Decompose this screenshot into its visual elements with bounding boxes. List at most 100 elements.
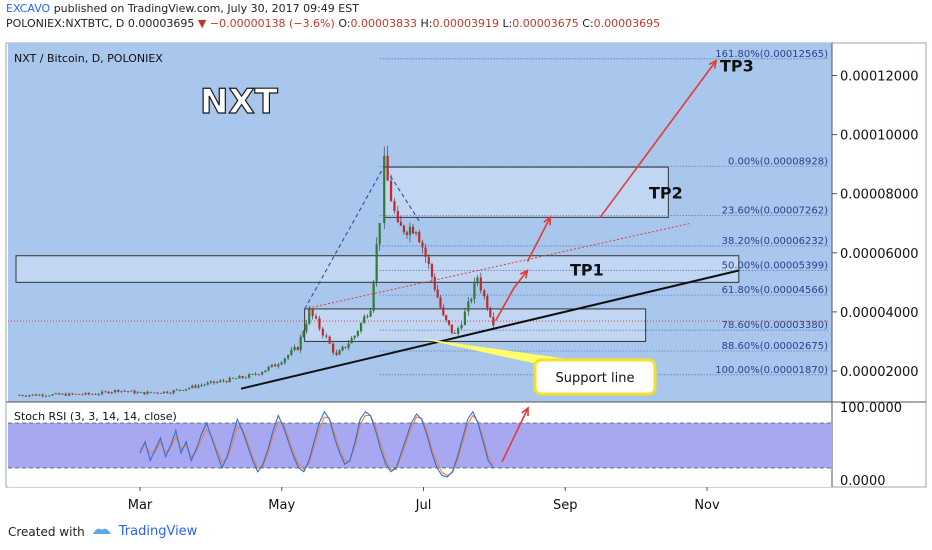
red-arrow-2 (599, 60, 717, 218)
close-label: C: (582, 17, 594, 30)
candle-body (77, 393, 81, 395)
candle-body (383, 155, 386, 223)
candle-body (191, 385, 194, 388)
candle-body (235, 378, 238, 380)
high-label: H: (420, 17, 433, 30)
candle-body (442, 307, 445, 316)
candle-body (104, 391, 107, 393)
candle-body (251, 373, 254, 375)
candle-body (91, 394, 94, 395)
candles (18, 145, 495, 398)
candle-body (350, 338, 353, 344)
candle-body (325, 335, 328, 337)
candle-body (299, 336, 302, 351)
candle-body (206, 382, 209, 385)
price-tick-label-4: 0.00004000 (840, 306, 919, 321)
red-arrow-head-0 (519, 269, 529, 279)
candle-body (228, 377, 231, 383)
fib-label-8: 100.00%(0.00001870) (715, 365, 828, 376)
candle-body (212, 381, 216, 383)
high-value: 0.00003919 (432, 17, 499, 30)
candle-body (34, 394, 38, 396)
candle-body (378, 222, 381, 245)
candle-body (51, 394, 54, 396)
fib-label-2: 23.60%(0.00007262) (722, 205, 828, 216)
fib-label-0: 161.80%(0.00012565) (715, 49, 828, 60)
stoch-k-line (139, 410, 494, 478)
time-tick-label-0: Mar (128, 498, 153, 513)
footer: Created with TradingView (8, 524, 197, 539)
candle-body (290, 349, 293, 355)
zone-box-2 (304, 308, 647, 342)
candle-body (159, 393, 162, 394)
candle-body (489, 309, 492, 317)
candle-body (143, 392, 146, 395)
main-pane-background (8, 43, 832, 402)
candle-body (136, 392, 139, 394)
price-tick-label-1: 0.00010000 (840, 129, 919, 144)
candle-body (139, 392, 143, 393)
candle-body (386, 155, 389, 181)
candle-body (463, 311, 467, 325)
candle-body (162, 391, 166, 394)
candle-body (270, 364, 273, 367)
candle-body (338, 350, 341, 355)
candle-body (359, 323, 363, 332)
red-arrow-head-2 (708, 59, 718, 69)
stoch-red-arrow-head (521, 406, 529, 417)
candle-body (396, 211, 399, 222)
candle-body (28, 395, 31, 397)
footer-tradingview[interactable]: TradingView (118, 524, 198, 539)
candle-body (261, 372, 264, 375)
candle-body (18, 395, 21, 396)
red-arrow-head-1 (543, 215, 552, 226)
candle-body (44, 395, 47, 397)
candle-body (71, 393, 74, 395)
candle-body (231, 377, 235, 379)
candle-body (411, 226, 415, 234)
time-tick-label-2: Jul (415, 498, 432, 513)
stoch-tick-100: 100.0000 (840, 401, 902, 416)
fib-label-5: 61.80%(0.00004566) (722, 285, 828, 296)
change-arrow-icon: ▼ (197, 17, 207, 30)
candle-body (305, 323, 308, 332)
close-value: 0.00003695 (593, 17, 661, 30)
candle-body (74, 393, 77, 395)
candle-body (427, 256, 430, 265)
candle-body (64, 393, 67, 396)
target-label-tp2: TP2 (649, 184, 683, 203)
stoch-tick-0: 0.0000 (840, 474, 886, 489)
publish-line: EXCAVO published on TradingView.com, Jul… (6, 2, 359, 15)
candle-body (457, 328, 460, 334)
candle-body (156, 392, 159, 394)
candle-body (166, 391, 169, 394)
candle-body (430, 264, 434, 277)
candle-body (97, 394, 100, 395)
candle-body (447, 320, 451, 325)
candle-body (169, 393, 172, 394)
candle-body (117, 389, 120, 392)
candle-body (58, 393, 61, 395)
candle-body (219, 380, 222, 382)
candle-body (418, 232, 421, 243)
footer-created-with: Created with (8, 524, 85, 539)
candle-body (194, 385, 197, 388)
candle-body (87, 392, 91, 395)
candle-body (257, 374, 260, 376)
candle-body (476, 277, 479, 282)
publisher-name: EXCAVO (6, 2, 51, 15)
candle-body (222, 380, 225, 382)
symbol-label: POLONIEX:NXTBTC, D (6, 17, 125, 30)
candle-body (341, 346, 344, 351)
candle-body (283, 358, 286, 363)
price-chart[interactable]: 161.80%(0.00012565) 0.00%(0.00008928) 23.6… (0, 0, 932, 520)
fib-label-3: 38.20%(0.00006232) (722, 236, 828, 247)
candle-body (492, 316, 495, 326)
candle-body (347, 343, 350, 348)
candle-body (483, 290, 486, 297)
candle-body (197, 385, 200, 388)
candle-body (181, 390, 185, 391)
change-value: −0.00000138 (−3.6%) (209, 17, 335, 30)
candle-body (68, 393, 71, 396)
price-tick-label-3: 0.00006000 (840, 247, 919, 262)
